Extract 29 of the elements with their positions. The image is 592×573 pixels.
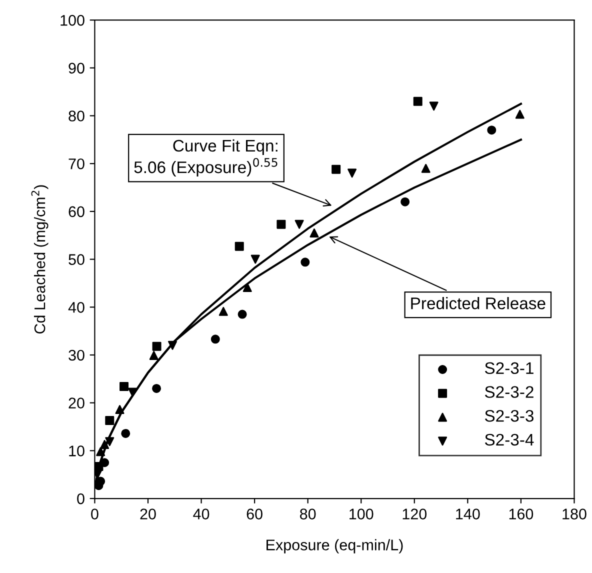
y-tick-label: 80: [68, 110, 84, 122]
x-tick-label: 0: [91, 508, 98, 520]
x-tick-label: 120: [402, 508, 427, 520]
x-tick-label: 20: [140, 508, 156, 520]
y-tick-label: 100: [60, 14, 84, 26]
y-tick-label: 30: [68, 350, 84, 361]
annotation: Predicted Release: [411, 297, 546, 310]
x-tick-label: 80: [300, 508, 316, 520]
y-tick-label: 20: [68, 398, 84, 409]
x-tick-label: 40: [193, 508, 210, 520]
x-tick-label: 160: [509, 508, 534, 520]
legend-label: S2-3-1: [484, 362, 534, 374]
x-tick-label: 140: [456, 508, 480, 520]
y-tick-label: 40: [68, 302, 84, 313]
y-tick-label: 70: [68, 158, 84, 170]
x-axis-title: Exposure (eq-min/L): [266, 539, 403, 554]
x-tick-label: 60: [246, 508, 262, 520]
annotation: Curve Fit Eqn: 5.06 (Exposure)$^{0.55}$: [134, 139, 278, 176]
y-tick-label: 0: [77, 493, 84, 504]
y-tick-label: 10: [69, 446, 84, 456]
x-tick-label: 100: [350, 508, 374, 520]
y-tick-label: 60: [68, 206, 84, 218]
y-axis-title: Cd Leached (mg/cm$^{2}$): [31, 185, 48, 334]
y-tick-label: 90: [68, 62, 84, 74]
y-tick-label: 50: [68, 254, 84, 265]
legend-label: S2-3-2: [484, 386, 534, 398]
legend-label: S2-3-4: [484, 434, 534, 446]
x-tick-label: 180: [562, 508, 586, 520]
legend-label: S2-3-3: [484, 410, 534, 422]
